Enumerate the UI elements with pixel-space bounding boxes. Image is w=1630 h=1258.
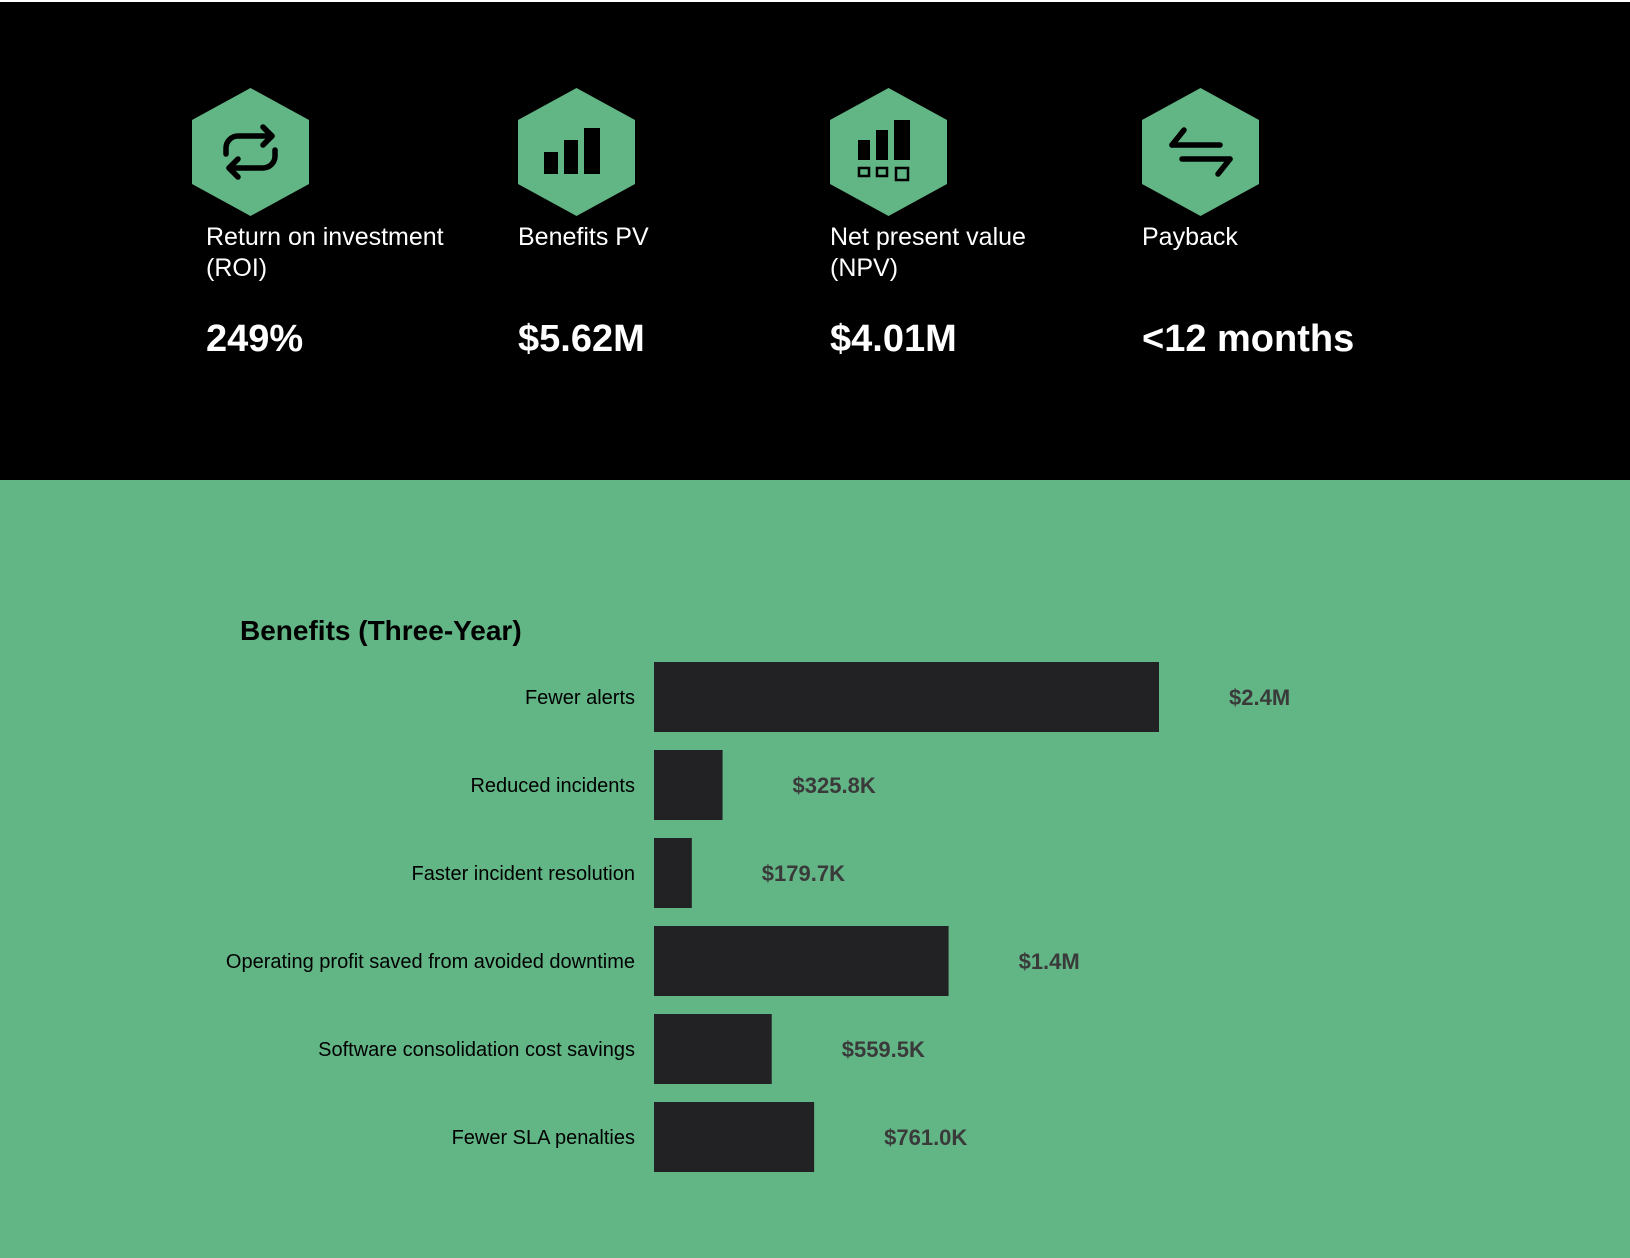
value-label: $559.5K <box>842 1037 925 1062</box>
bar <box>654 1102 815 1172</box>
value-label: $2.4M <box>1229 685 1290 710</box>
metric-label: Payback <box>1142 223 1238 251</box>
metric-npv: Net present value (NPV) $4.01M <box>830 0 1130 480</box>
bar <box>654 838 692 908</box>
summary-banner: Return on investment (ROI) 249% Benefits… <box>0 0 1630 480</box>
top-edge <box>0 0 1630 2</box>
value-label: $179.7K <box>762 861 845 886</box>
metric-label: Return on investment (ROI) <box>206 223 444 282</box>
chart-title: Benefits (Three-Year) <box>240 615 522 646</box>
bar-chart-icon <box>518 88 635 216</box>
category-label: Faster incident resolution <box>412 863 635 885</box>
transfer-arrows-icon <box>1142 88 1259 216</box>
category-label: Fewer SLA penalties <box>452 1127 635 1149</box>
bar-chart-squares-icon <box>830 88 947 216</box>
metric-value: 249% <box>206 318 304 360</box>
metric-value: <12 months <box>1142 318 1355 360</box>
metric-payback: Payback <12 months <box>1142 0 1442 480</box>
value-label: $325.8K <box>793 773 876 798</box>
bar <box>654 1014 772 1084</box>
metric-label: Benefits PV <box>518 223 649 251</box>
metric-value: $5.62M <box>518 318 645 360</box>
repeat-cycle-icon <box>192 88 309 216</box>
category-label: Software consolidation cost savings <box>318 1039 635 1061</box>
metric-benefits-pv: Benefits PV $5.62M <box>518 0 818 480</box>
metric-roi: Return on investment (ROI) 249% <box>192 0 492 480</box>
value-label: $1.4M <box>1019 949 1080 974</box>
bar <box>654 662 1159 732</box>
category-label: Fewer alerts <box>525 687 635 709</box>
bar <box>654 926 949 996</box>
benefits-bar-chart: Benefits (Three-Year) Fewer alerts $2.4M R… <box>226 615 1290 1172</box>
metric-label: Net present value (NPV) <box>830 223 1026 282</box>
bar <box>654 750 723 820</box>
category-label: Operating profit saved from avoided down… <box>226 951 635 973</box>
value-label: $761.0K <box>884 1125 967 1150</box>
benefits-panel: Benefits (Three-Year) Fewer alerts $2.4M R… <box>0 480 1630 1258</box>
metric-value: $4.01M <box>830 318 957 360</box>
category-label: Reduced incidents <box>470 775 635 797</box>
